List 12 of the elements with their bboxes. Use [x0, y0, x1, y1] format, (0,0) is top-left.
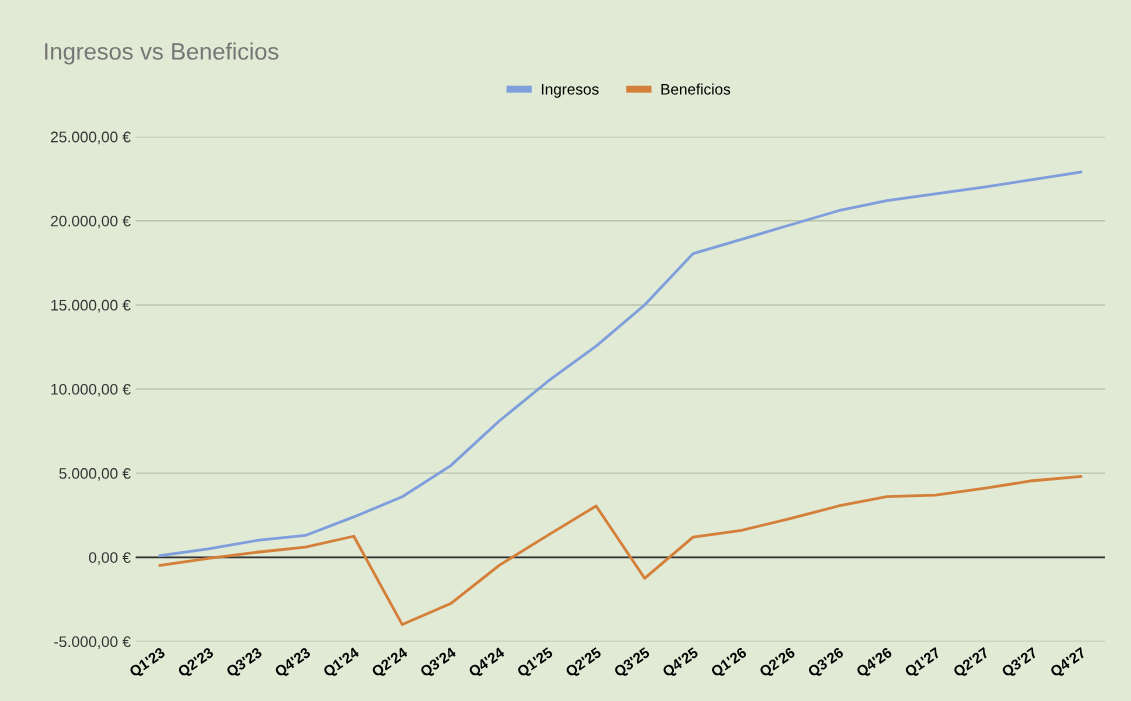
legend-label: Beneficios — [661, 83, 731, 95]
y-tick-label: 0,00 € — [88, 552, 131, 565]
legend-label: Ingresos — [541, 84, 599, 98]
chart-title: Ingresos vs Beneficios — [45, 42, 279, 65]
y-tick-label: 5.000,00 € — [59, 468, 131, 481]
y-tick-label: 25.000,00 € — [50, 131, 131, 145]
line-series — [158, 475, 1083, 626]
y-tick-label: -5.000,00 € — [54, 636, 131, 649]
y-tick-label: 10.000,00 € — [51, 383, 131, 397]
y-tick-label: 15.000,00 € — [51, 299, 131, 313]
line-series — [158, 170, 1083, 557]
y-tick-label: 20.000,00 € — [50, 215, 131, 229]
